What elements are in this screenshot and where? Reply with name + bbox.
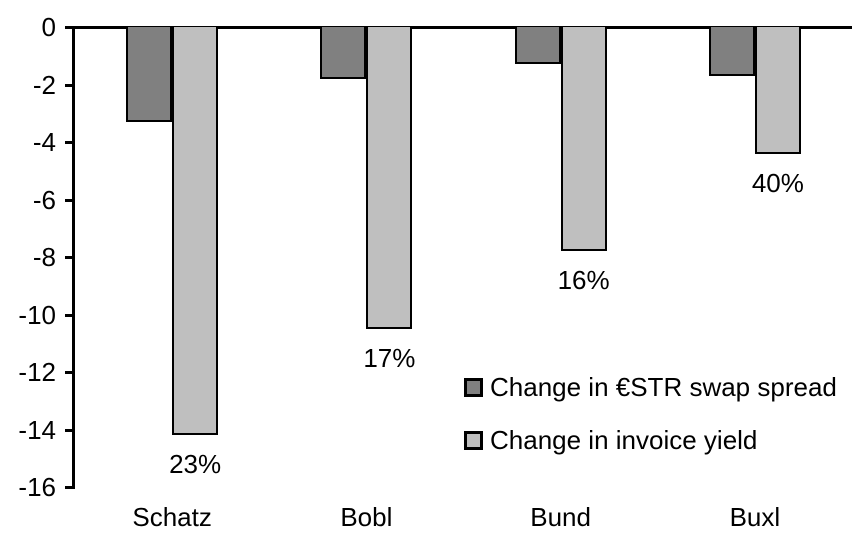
y-tick-mark (65, 256, 75, 259)
zero-baseline (65, 26, 852, 29)
bar-invoice-yield-buxl (754, 27, 801, 154)
bar-swap-spread-buxl (708, 27, 755, 76)
bar-swap-spread-bobl (320, 27, 367, 79)
bar-value-label: 40% (751, 167, 804, 198)
legend-item-invoice-yield: Change in invoice yield (464, 424, 837, 457)
y-tick-label: 0 (41, 12, 56, 42)
bar-swap-spread-schatz (126, 27, 173, 122)
legend: Change in €STR swap spread Change in inv… (464, 371, 837, 457)
y-tick-mark (65, 486, 75, 489)
y-tick-label: -4 (32, 127, 56, 157)
legend-swatch-dark (464, 378, 483, 397)
x-axis-label-bobl: Bobl (340, 502, 393, 532)
bar-invoice-yield-bobl (366, 27, 413, 329)
bar-swap-spread-bund (514, 27, 561, 65)
bar-invoice-yield-bund (560, 27, 607, 252)
x-axis-label-schatz: Schatz (132, 502, 212, 532)
y-tick-mark (65, 26, 75, 29)
x-axis-label-buxl: Buxl (729, 502, 781, 532)
legend-item-swap-spread: Change in €STR swap spread (464, 371, 837, 404)
bar-value-label: 23% (169, 449, 222, 480)
y-tick-label: -6 (32, 184, 56, 215)
legend-label-invoice-yield: Change in invoice yield (490, 425, 758, 455)
y-tick-label: -2 (32, 69, 56, 100)
bar-value-label: 16% (557, 265, 610, 296)
y-tick-mark (65, 371, 75, 374)
y-tick-mark (65, 428, 75, 432)
y-tick-mark (65, 198, 75, 202)
legend-swatch-light (464, 431, 483, 450)
y-tick-mark (65, 313, 75, 317)
y-tick-label: -12 (18, 357, 56, 387)
y-tick-label: -16 (18, 472, 56, 502)
y-tick-label: -10 (18, 299, 56, 330)
y-tick-mark (65, 83, 75, 87)
x-axis-label-bund: Bund (530, 502, 591, 532)
y-tick-label: -8 (32, 242, 56, 272)
bar-invoice-yield-schatz (172, 27, 219, 436)
bar-value-label: 17% (363, 342, 416, 373)
legend-label-swap-spread: Change in €STR swap spread (490, 372, 837, 402)
y-tick-label: -14 (18, 414, 56, 445)
y-tick-mark (65, 141, 75, 144)
